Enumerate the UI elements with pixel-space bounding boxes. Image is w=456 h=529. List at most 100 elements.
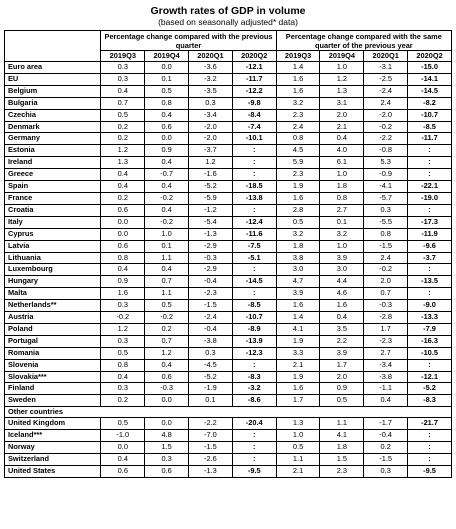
table-cell: 0.0 <box>100 227 146 241</box>
table-cell: 0.4 <box>144 263 190 277</box>
table-cell: 0.6 <box>144 464 190 478</box>
table-row: Denmark 0.2 0.6 -2.0 -7.4 2.4 2.1 -0.2 -8.5 <box>3 120 452 134</box>
table-cell: -10.1 <box>231 132 277 146</box>
table-row: Luxembourg 0.4 0.4 -2.9:3.0 3.0 -0.2: <box>3 263 452 277</box>
country-name: Iceland*** <box>3 429 102 443</box>
table-cell: 1.3 <box>275 417 321 431</box>
country-name: Croatia <box>3 203 102 217</box>
table-row: Euro area 0.3 0.0 -3.6 -12.1 1.4 1.0 -3.1 -15.0 <box>3 61 452 74</box>
table-cell: 0.8 <box>100 251 146 265</box>
table-cell: -14.5 <box>231 275 277 289</box>
table-cell: -3.4 <box>363 358 409 372</box>
country-name: Lithuania <box>3 251 102 265</box>
table-cell: 0.7 <box>144 334 190 348</box>
table-cell: -1.6 <box>188 168 233 182</box>
table-cell: 2.1 <box>275 358 321 372</box>
table-row: Norway 0.0 1.5 -1.5:0.5 1.8 0.2: <box>3 441 452 454</box>
table-cell: 3.9 <box>275 287 321 301</box>
table-cell: : <box>407 429 452 443</box>
table-cell: 1.2 <box>319 72 365 86</box>
table-cell: 0.2 <box>100 120 146 134</box>
table-cell: 0.3 <box>144 453 190 466</box>
group-header-qoq: Percentage change compared with the prev… <box>100 30 277 51</box>
table-cell: -0.4 <box>188 322 233 336</box>
table-row: Slovakia*** 0.4 0.6 -5.2 -8.3 1.9 2.0 -3.8 -12.1 <box>3 370 452 384</box>
table-cell: 2.7 <box>363 346 409 360</box>
table-cell: : <box>231 156 277 170</box>
table-cell: 0.2 <box>100 132 146 146</box>
quarter-header: 2020Q1 <box>188 50 233 62</box>
table-cell: 1.9 <box>275 370 321 384</box>
table-cell: 0.0 <box>144 61 190 74</box>
table-cell: 0.9 <box>319 382 365 396</box>
table-row: Latvia 0.6 0.1 -2.9 -7.5 1.8 1.0 -1.5 -9.6 <box>3 239 452 253</box>
table-row: Malta 1.6 1.1 -2.3:3.9 4.6 0.7: <box>3 287 452 301</box>
table-cell: -3.1 <box>363 61 409 74</box>
table-cell: 1.1 <box>275 453 321 466</box>
table-cell: -5.2 <box>188 180 233 193</box>
table-row: Czechia 0.5 0.4 -3.4 -8.4 2.3 2.0 -2.0 -10.7 <box>3 108 452 122</box>
table-cell: 0.4 <box>319 311 365 324</box>
table-cell: 0.6 <box>100 203 146 217</box>
table-cell: 2.1 <box>319 120 365 134</box>
table-cell: 0.4 <box>319 132 365 146</box>
table-cell: -2.0 <box>363 108 409 122</box>
table-cell: 0.1 <box>319 215 365 229</box>
table-row: Cyprus 0.0 1.0 -1.3 -11.6 3.2 3.2 0.8 -11.9 <box>3 227 452 241</box>
table-cell: -15.0 <box>407 61 452 74</box>
table-cell: -1.5 <box>188 441 233 454</box>
table-cell: 0.4 <box>144 108 190 122</box>
table-cell: : <box>231 168 277 182</box>
table-row: France 0.2 -0.2 -5.9 -13.8 1.6 0.8 -5.7 -19.0 <box>3 191 452 205</box>
table-cell: -0.4 <box>363 429 409 443</box>
table-cell: -11.7 <box>407 132 452 146</box>
table-cell: -2.5 <box>363 72 409 86</box>
table-cell: 5.9 <box>275 156 321 170</box>
table-cell: : <box>407 358 452 372</box>
table-cell: -0.2 <box>144 311 190 324</box>
table-cell: -18.5 <box>231 180 277 193</box>
table-row: Iceland*** -1.0 4.8 -7.0:1.0 4.1 -0.4: <box>3 429 452 443</box>
table-cell: 0.1 <box>188 394 233 408</box>
table-cell: 2.0 <box>319 370 365 384</box>
table-cell: -8.3 <box>231 370 277 384</box>
table-cell: -5.7 <box>363 191 409 205</box>
quarter-header: 2019Q4 <box>319 50 365 62</box>
table-cell: 0.5 <box>275 441 321 454</box>
table-cell: 1.6 <box>100 287 146 301</box>
table-cell: 0.4 <box>100 84 146 98</box>
table-cell: 0.7 <box>100 96 146 110</box>
country-name: Germany <box>3 132 102 146</box>
country-name: Italy <box>3 215 102 229</box>
table-row: United States 0.6 0.6 -1.3 -9.5 2.1 2.3 0.3 -9.5 <box>3 464 452 478</box>
table-cell: 5.3 <box>363 156 409 170</box>
table-row: Hungary 0.9 0.7 -0.4 -14.5 4.7 4.4 2.0 -13.5 <box>3 275 452 289</box>
table-cell: 1.3 <box>319 84 365 98</box>
country-name: Slovakia*** <box>3 370 102 384</box>
table-cell: -2.9 <box>188 263 233 277</box>
table-cell: 3.9 <box>319 251 365 265</box>
table-cell: 1.2 <box>100 322 146 336</box>
table-cell: 3.0 <box>275 263 321 277</box>
table-cell: 0.3 <box>100 382 146 396</box>
table-cell: 3.1 <box>319 96 365 110</box>
table-cell: 0.2 <box>100 394 146 408</box>
table-cell: -0.9 <box>363 168 409 182</box>
table-cell: 0.1 <box>144 239 190 253</box>
table-cell: 1.2 <box>188 156 233 170</box>
country-name: Romania <box>3 346 102 360</box>
table-cell: : <box>407 168 452 182</box>
table-cell: -22.1 <box>407 180 452 193</box>
table-cell: 1.0 <box>319 61 365 74</box>
table-row: Bulgaria 0.7 0.8 0.3 -9.8 3.2 3.1 2.4 -8.2 <box>3 96 452 110</box>
table-cell: 1.8 <box>319 180 365 193</box>
table-cell: -12.1 <box>231 61 277 74</box>
table-cell: 1.4 <box>275 311 321 324</box>
table-cell: -7.5 <box>231 239 277 253</box>
table-cell: -5.2 <box>188 370 233 384</box>
table-cell: 3.2 <box>319 227 365 241</box>
table-cell: -2.4 <box>363 84 409 98</box>
table-cell: -1.3 <box>188 464 233 478</box>
table-cell: 0.5 <box>144 84 190 98</box>
table-cell: -0.8 <box>363 144 409 158</box>
